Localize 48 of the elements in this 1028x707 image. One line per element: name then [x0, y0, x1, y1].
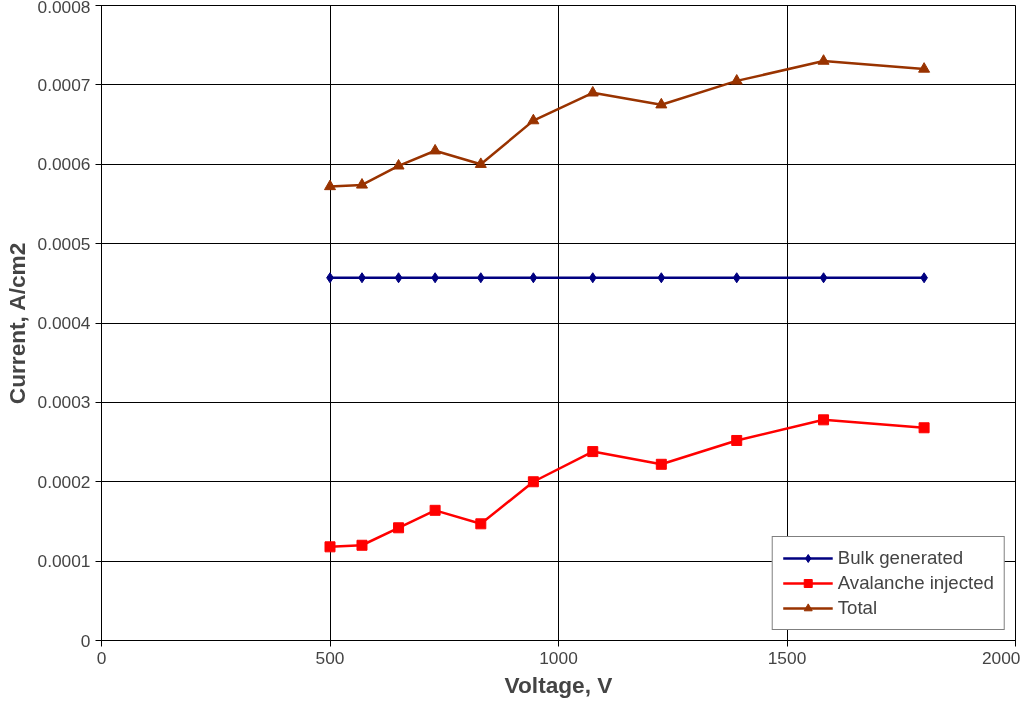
point — [731, 434, 743, 446]
point — [819, 272, 828, 284]
point — [918, 422, 930, 434]
point — [655, 458, 667, 470]
y-tick-label: 0.0004 — [37, 313, 91, 333]
point — [730, 74, 743, 85]
point — [475, 518, 487, 530]
point — [817, 54, 830, 65]
point — [429, 504, 441, 516]
x-tick-label: 0 — [96, 647, 107, 668]
point — [476, 272, 485, 284]
y-tick-label: 0.0003 — [37, 392, 91, 413]
point — [818, 414, 830, 426]
x-axis-title: Voltage, V — [504, 671, 613, 698]
point — [355, 178, 368, 189]
point — [324, 541, 336, 553]
y-tick-label: 0 — [80, 630, 91, 651]
y-tick-label: 0.0001 — [37, 551, 91, 572]
y-tick-label: 0.0002 — [37, 471, 91, 492]
point — [588, 272, 597, 284]
point — [587, 446, 599, 458]
x-tick-label: 500 — [315, 647, 345, 668]
point — [918, 62, 931, 73]
point — [529, 272, 538, 284]
legend-label: Bulk generated — [837, 547, 964, 569]
x-tick-label: 1000 — [539, 647, 578, 668]
point — [392, 158, 405, 170]
point — [655, 97, 668, 109]
point — [356, 539, 368, 551]
point — [527, 113, 540, 125]
x-tick-label: 1500 — [767, 647, 807, 668]
y-tick-label: 0.0005 — [37, 233, 91, 254]
point — [474, 157, 487, 168]
point — [657, 272, 666, 284]
y-tick-label: 0.0008 — [37, 0, 91, 17]
legend-label: Avalanche injected — [837, 572, 994, 594]
point — [586, 85, 599, 97]
point — [394, 272, 403, 284]
point — [393, 522, 405, 534]
point — [732, 272, 741, 284]
legend-label: Total — [837, 597, 878, 619]
y-tick-label: 0.0007 — [37, 74, 91, 95]
y-tick-label: 0.0006 — [37, 154, 91, 175]
y-axis-title: Current, A/cm2 — [3, 242, 30, 405]
point — [324, 179, 336, 191]
point — [527, 476, 539, 488]
point — [429, 143, 442, 155]
x-tick-label: 2000 — [981, 647, 1021, 668]
